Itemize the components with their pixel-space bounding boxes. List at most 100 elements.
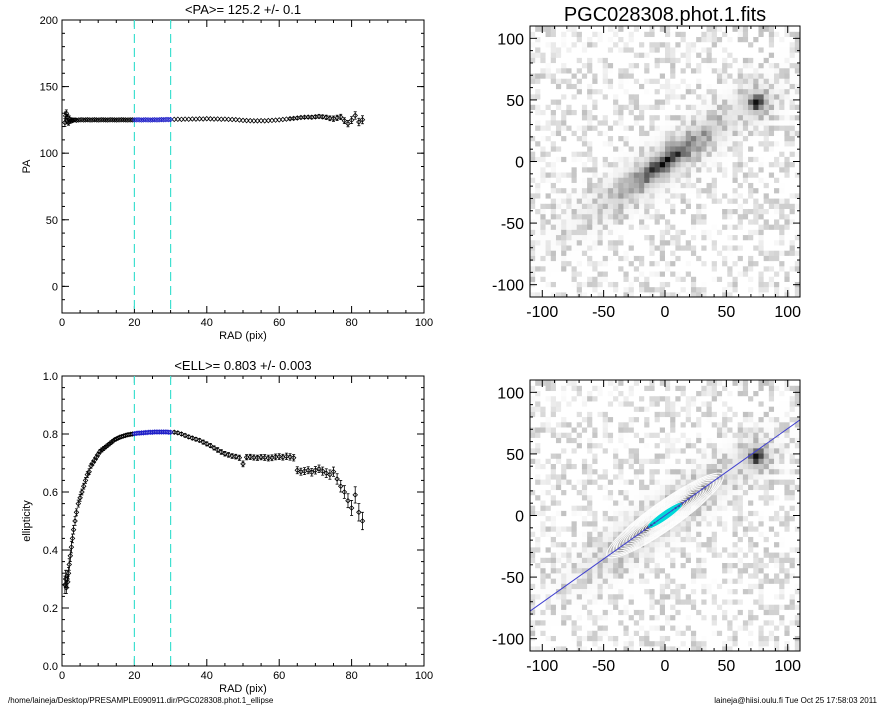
img-pixel bbox=[665, 135, 671, 142]
img-pixel bbox=[530, 31, 536, 38]
img-pixel bbox=[566, 93, 573, 100]
img-pixel bbox=[727, 250, 734, 256]
model-pixel bbox=[613, 442, 619, 449]
img-pixel bbox=[753, 166, 760, 173]
img-pixel bbox=[685, 291, 692, 297]
img-pixel bbox=[566, 52, 573, 58]
img-pixel bbox=[607, 41, 614, 48]
img-pixel bbox=[685, 104, 692, 110]
ell-data-point bbox=[167, 429, 174, 436]
model-pixel bbox=[576, 505, 583, 511]
model-pixel bbox=[530, 583, 536, 590]
model-pixel bbox=[602, 604, 609, 610]
img-pixel bbox=[587, 270, 593, 277]
img-pixel bbox=[794, 93, 800, 100]
img-pixel bbox=[628, 182, 635, 189]
img-pixel bbox=[607, 125, 614, 131]
model-pixel bbox=[561, 557, 567, 564]
model-pixel bbox=[535, 421, 541, 428]
model-pixel bbox=[639, 494, 645, 501]
model-pixel bbox=[566, 520, 573, 527]
model-pixel bbox=[592, 645, 599, 651]
img-pixel bbox=[576, 41, 583, 48]
model-pixel bbox=[571, 442, 578, 449]
img-pixel bbox=[602, 208, 609, 215]
img-pixel bbox=[722, 166, 728, 173]
ell-title: <ELL>= 0.803 +/- 0.003 bbox=[174, 358, 311, 373]
model-pixel bbox=[649, 572, 656, 579]
ell-data-point bbox=[69, 535, 76, 542]
img-pixel bbox=[639, 145, 645, 152]
img-pixel bbox=[654, 88, 661, 95]
model-pixel bbox=[555, 630, 562, 636]
img-pixel bbox=[758, 260, 765, 267]
img-pixel bbox=[706, 52, 713, 58]
img-pixel bbox=[576, 62, 583, 69]
img-pixel bbox=[675, 203, 682, 210]
model-pixel bbox=[561, 536, 567, 543]
model-pixel bbox=[607, 598, 614, 605]
model-pixel bbox=[607, 494, 614, 501]
img-pixel bbox=[649, 104, 656, 110]
model-pixel bbox=[581, 604, 588, 610]
img-pixel bbox=[753, 234, 760, 241]
img-pixel bbox=[587, 78, 593, 84]
model-pixel bbox=[633, 572, 640, 579]
img-pixel bbox=[716, 98, 723, 105]
img-pixel bbox=[722, 57, 728, 64]
img-pixel bbox=[748, 265, 754, 272]
img-pixel bbox=[696, 125, 702, 131]
img-pixel bbox=[628, 36, 635, 43]
img-pixel bbox=[685, 229, 692, 236]
img-pixel bbox=[779, 57, 786, 64]
img-pixel bbox=[633, 145, 640, 152]
img-pixel bbox=[530, 119, 536, 126]
model-pixel bbox=[607, 645, 614, 651]
model-pixel bbox=[566, 442, 573, 449]
model-pixel bbox=[639, 447, 645, 454]
model-pixel bbox=[628, 614, 635, 621]
model-pixel bbox=[571, 395, 578, 402]
model-pixel bbox=[576, 494, 583, 501]
img-pixel bbox=[685, 78, 692, 84]
model-pixel bbox=[530, 614, 536, 621]
img-pixel bbox=[665, 234, 671, 241]
img-pixel bbox=[763, 224, 770, 230]
img-pixel bbox=[649, 119, 656, 126]
img-pixel bbox=[597, 52, 604, 58]
model-pixel bbox=[592, 635, 599, 642]
img-pixel bbox=[644, 166, 651, 173]
img-pixel bbox=[644, 36, 651, 43]
model-pixel bbox=[628, 578, 635, 584]
img-pixel bbox=[592, 239, 599, 246]
model-pixel bbox=[561, 479, 567, 485]
img-pixel bbox=[680, 151, 687, 157]
img-pixel bbox=[618, 109, 625, 116]
ell-data-point bbox=[337, 483, 344, 489]
model-pixel bbox=[649, 567, 656, 574]
img-pixel bbox=[716, 250, 723, 256]
img-pixel bbox=[540, 281, 547, 288]
model-pixel bbox=[530, 411, 536, 418]
img-pixel bbox=[737, 177, 744, 183]
model-pixel bbox=[597, 551, 604, 558]
img-pixel bbox=[587, 52, 593, 58]
img-pixel bbox=[540, 177, 547, 183]
model-pixel bbox=[540, 604, 547, 610]
model-pixel bbox=[535, 546, 541, 553]
img-pixel bbox=[571, 46, 578, 53]
img-pixel bbox=[774, 224, 780, 230]
model-pixel bbox=[561, 416, 567, 423]
img-pixel bbox=[711, 213, 718, 220]
model-pixel bbox=[545, 635, 552, 642]
img-pixel bbox=[748, 151, 754, 157]
img-pixel bbox=[592, 276, 599, 282]
img-pixel bbox=[587, 151, 593, 157]
img-pixel bbox=[566, 72, 573, 79]
img-pixel bbox=[716, 83, 723, 90]
img-pixel bbox=[706, 62, 713, 69]
img-pixel bbox=[794, 62, 800, 69]
img-pixel bbox=[597, 239, 604, 246]
img-pixel bbox=[607, 31, 614, 38]
model-pixel bbox=[613, 557, 619, 564]
